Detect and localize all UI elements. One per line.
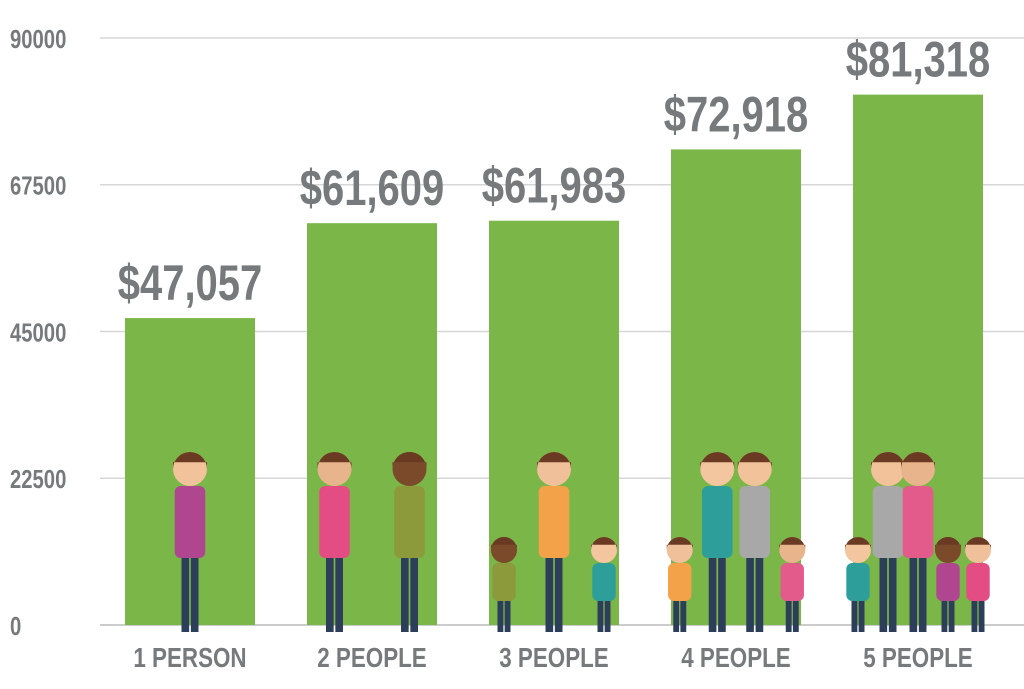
person-hair	[491, 537, 517, 550]
person-body	[668, 563, 692, 601]
person-icon	[491, 537, 517, 632]
person-hair	[901, 452, 935, 469]
person-leg	[497, 589, 504, 632]
person-icon	[591, 537, 617, 632]
value-label: $61,983	[482, 157, 627, 213]
person-icon	[737, 452, 772, 632]
person-icon	[779, 537, 806, 632]
value-label: $61,609	[300, 160, 445, 216]
person-body	[780, 563, 804, 601]
person-leg	[190, 551, 199, 632]
person-hair	[965, 537, 991, 550]
person-body	[936, 563, 960, 601]
person-icon	[317, 452, 352, 632]
person-icon	[935, 537, 961, 632]
person-body	[174, 486, 206, 558]
person-leg	[401, 551, 409, 632]
person-hair	[317, 452, 352, 469]
person-body	[701, 486, 733, 558]
person-leg	[851, 589, 858, 632]
person-leg	[792, 589, 799, 632]
people-illustration	[666, 452, 806, 632]
people-illustration	[845, 452, 991, 632]
y-tick-label: 67500	[10, 171, 66, 200]
person-leg	[888, 551, 897, 632]
person-body	[966, 563, 990, 601]
person-leg	[948, 589, 955, 632]
person-leg	[597, 589, 604, 632]
person-hair	[591, 537, 617, 550]
person-leg	[335, 551, 343, 632]
person-leg	[918, 551, 927, 632]
person-body	[538, 486, 570, 558]
person-leg	[680, 589, 687, 632]
person-icon	[173, 452, 207, 632]
person-hair	[666, 537, 693, 550]
person-icon	[700, 452, 735, 632]
person-leg	[410, 551, 418, 632]
value-label: $81,318	[846, 31, 991, 87]
person-icon	[845, 537, 871, 632]
people-illustration	[317, 452, 427, 632]
x-tick-label: 4 PEOPLE	[681, 643, 791, 674]
person-hair	[537, 452, 571, 469]
person-leg	[708, 551, 717, 632]
person-leg	[941, 589, 948, 632]
person-icon	[901, 452, 935, 632]
person-leg	[909, 551, 918, 632]
person-body	[492, 563, 516, 601]
person-icon	[666, 537, 693, 632]
person-leg	[326, 551, 334, 632]
person-body	[319, 486, 350, 558]
y-tick-label: 22500	[10, 465, 66, 494]
people-illustration	[173, 452, 207, 632]
person-hair	[173, 452, 207, 469]
person-leg	[504, 589, 511, 632]
person-icon	[537, 452, 571, 632]
person-body	[394, 486, 425, 558]
person-body	[902, 486, 934, 558]
y-tick-label: 90000	[10, 25, 66, 54]
y-tick-label: 45000	[10, 318, 66, 347]
person-body	[846, 563, 870, 601]
x-tick-label: 2 PEOPLE	[317, 643, 427, 674]
person-leg	[746, 551, 754, 632]
person-leg	[978, 589, 985, 632]
x-tick-label: 5 PEOPLE	[863, 643, 973, 674]
person-leg	[545, 551, 554, 632]
person-leg	[604, 589, 611, 632]
person-leg	[718, 551, 726, 632]
person-leg	[673, 589, 680, 632]
person-leg	[755, 551, 764, 632]
person-icon	[392, 452, 427, 632]
people-illustration	[491, 452, 617, 632]
person-leg	[554, 551, 563, 632]
person-hair	[779, 537, 806, 550]
y-tick-label: 0	[10, 612, 21, 641]
person-body	[872, 486, 904, 558]
value-label: $47,057	[118, 255, 263, 311]
person-hair	[392, 452, 427, 469]
x-tick-label: 3 PEOPLE	[499, 643, 609, 674]
x-tick-label: 1 PERSON	[133, 643, 246, 674]
person-leg	[858, 589, 865, 632]
person-hair	[935, 537, 961, 550]
person-body	[592, 563, 616, 601]
person-hair	[737, 452, 772, 469]
person-icon	[871, 452, 905, 632]
value-label: $72,918	[664, 86, 809, 142]
person-leg	[879, 551, 888, 632]
person-hair	[700, 452, 735, 469]
person-leg	[785, 589, 792, 632]
person-hair	[845, 537, 871, 550]
person-icon	[965, 537, 991, 632]
person-body	[739, 486, 771, 558]
person-leg	[971, 589, 978, 632]
person-leg	[181, 551, 190, 632]
person-hair	[871, 452, 905, 469]
